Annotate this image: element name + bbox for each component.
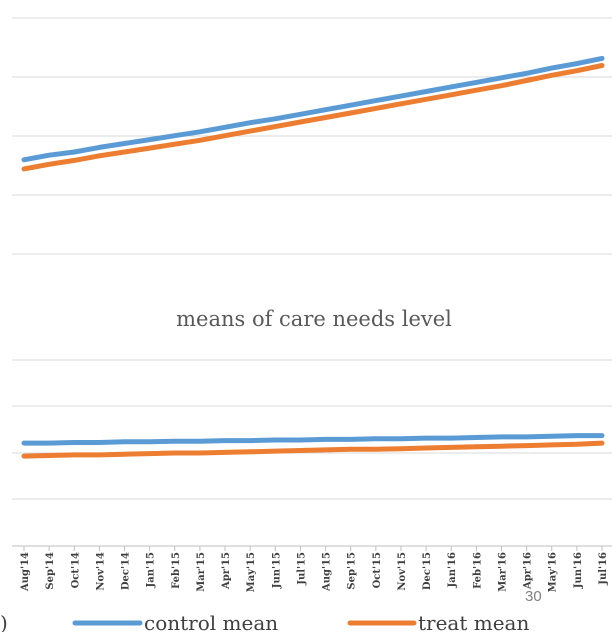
- x-tick-label: Sep'15: [347, 552, 358, 590]
- x-tick-label: Mar'15: [196, 552, 207, 592]
- x-tick-label: Aug'15: [322, 552, 333, 592]
- x-tick-label: Oct'15: [372, 552, 383, 588]
- x-tick-label: Aug'14: [20, 552, 31, 592]
- legend-label-control-mean: control mean: [144, 611, 278, 632]
- top-chart-gridlines: [12, 17, 612, 255]
- legend: control mean treat mean: [72, 611, 529, 632]
- x-tick-label: Dec'14: [121, 552, 132, 590]
- x-tick-label: Jul'15: [296, 552, 307, 586]
- x-tick-label: May'15: [246, 552, 257, 592]
- x-tick-label: Nov'14: [95, 552, 106, 591]
- x-tick-label: Jul'16: [598, 552, 609, 586]
- x-tick-label: Dec'15: [422, 552, 433, 590]
- x-tick-label: Sep'14: [45, 552, 56, 590]
- x-tick-label: Jun'15: [271, 552, 282, 589]
- x-tick-label: Jan'15: [146, 552, 157, 589]
- series-line-control-mean: [21, 55, 605, 163]
- legend-label-treat-mean: treat mean: [418, 611, 529, 632]
- x-tick-label: Nov'15: [397, 552, 408, 591]
- page-number: 30: [525, 588, 542, 605]
- x-axis: Aug'14 Sep'14 Oct'14 Nov'14 Dec'14 Jan'15 Feb'…: [12, 545, 612, 592]
- series-line-treat-mean: [21, 63, 605, 172]
- bottom-chart-series: [21, 433, 605, 459]
- x-tick-label: Oct'14: [70, 552, 81, 588]
- x-tick-label: Feb'16: [472, 552, 483, 589]
- series-line-treat-mean: [21, 440, 605, 459]
- x-tick-label: Jan'16: [447, 552, 458, 589]
- x-tick-label: Mar'16: [498, 552, 509, 592]
- x-tick-label: Jun'16: [573, 552, 584, 589]
- chart-title: means of care needs level: [176, 307, 452, 331]
- x-tick-label: Apr'16: [523, 552, 534, 590]
- x-tick-label: Feb'15: [171, 552, 182, 589]
- x-tick-label: Apr'15: [221, 552, 232, 590]
- x-tick-label: May'16: [548, 552, 559, 592]
- top-chart-series: [21, 55, 605, 172]
- series-line-control-mean: [21, 433, 605, 446]
- edge-glyph: ): [0, 611, 8, 632]
